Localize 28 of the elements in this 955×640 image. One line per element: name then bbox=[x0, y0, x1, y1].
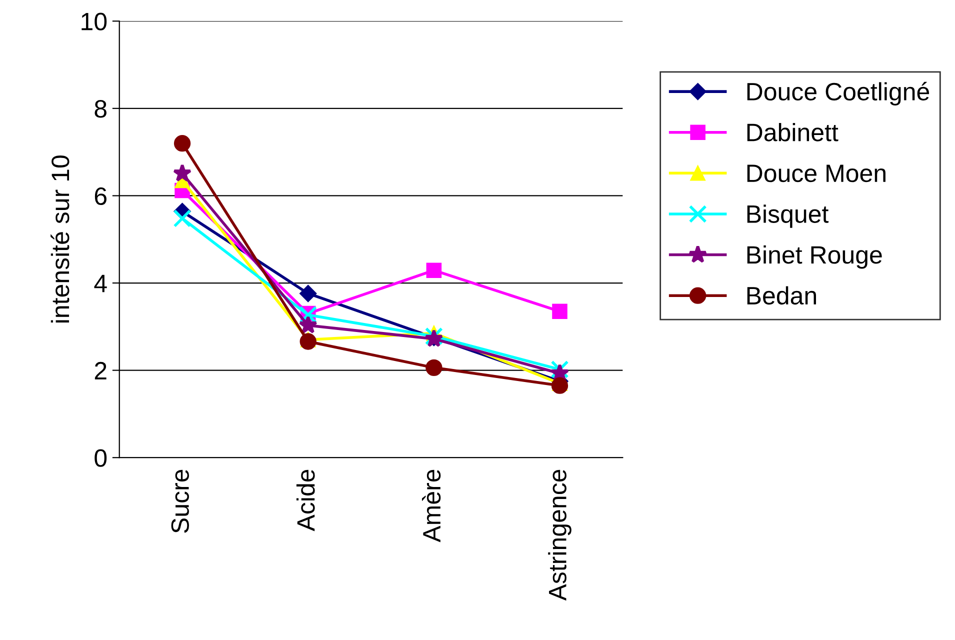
y-tick-label: 4 bbox=[94, 274, 107, 292]
y-tick-label: 10 bbox=[82, 12, 107, 30]
y-tick-label: 8 bbox=[94, 100, 106, 118]
point bbox=[426, 262, 442, 278]
point bbox=[551, 377, 568, 394]
point bbox=[298, 316, 318, 334]
point bbox=[174, 135, 191, 152]
point bbox=[172, 164, 192, 182]
legend-label: Douce Moen bbox=[747, 164, 886, 182]
x-tick-label: Acide bbox=[296, 470, 315, 532]
x-tick-label: Amère bbox=[422, 470, 441, 542]
y-tick-label: 6 bbox=[94, 187, 106, 206]
y-tick-label: 2 bbox=[94, 362, 106, 380]
point bbox=[426, 359, 442, 376]
point bbox=[300, 333, 316, 350]
x-tick-label: Sucre bbox=[171, 470, 189, 533]
point bbox=[173, 209, 192, 228]
legend-label: Dabinett bbox=[747, 123, 838, 142]
legend-label: Bisquet bbox=[747, 204, 829, 228]
legend-label: Douce Coetligné bbox=[747, 82, 930, 106]
legend-label: Bedan bbox=[747, 286, 816, 305]
point bbox=[552, 304, 568, 320]
point bbox=[300, 284, 317, 302]
point bbox=[550, 360, 569, 378]
y-axis-title: intensité sur 10 bbox=[50, 156, 70, 322]
y-tick-label: 0 bbox=[94, 449, 107, 467]
x-tick-label: Astringence bbox=[548, 470, 572, 601]
legend-label: Binet Rouge bbox=[747, 245, 882, 269]
